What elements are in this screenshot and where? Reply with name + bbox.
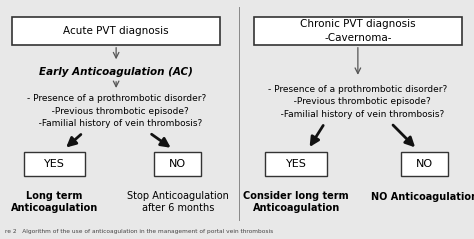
FancyBboxPatch shape: [254, 17, 462, 45]
FancyBboxPatch shape: [154, 152, 201, 176]
Text: Early Anticoagulation (AC): Early Anticoagulation (AC): [39, 67, 193, 77]
FancyBboxPatch shape: [265, 152, 327, 176]
Text: Consider long term
Anticoagulation: Consider long term Anticoagulation: [244, 191, 349, 213]
Text: NO: NO: [169, 159, 186, 169]
Text: Acute PVT diagnosis: Acute PVT diagnosis: [64, 26, 169, 36]
Text: YES: YES: [286, 159, 307, 169]
Text: - Presence of a prothrombotic disorder?
   -Previous thrombotic episode?
   -Fam: - Presence of a prothrombotic disorder? …: [27, 94, 206, 128]
Text: NO Anticoagulation: NO Anticoagulation: [371, 192, 474, 202]
FancyBboxPatch shape: [401, 152, 448, 176]
Text: - Presence of a prothrombotic disorder?
   -Previous thrombotic episode?
   -Fam: - Presence of a prothrombotic disorder? …: [268, 85, 447, 119]
Text: NO: NO: [416, 159, 433, 169]
Text: YES: YES: [44, 159, 65, 169]
FancyBboxPatch shape: [24, 152, 85, 176]
FancyBboxPatch shape: [12, 17, 220, 45]
Text: Stop Anticoagulation
after 6 months: Stop Anticoagulation after 6 months: [127, 191, 228, 213]
Text: re 2   Algorithm of the use of anticoagulation in the management of portal vein : re 2 Algorithm of the use of anticoagula…: [5, 229, 273, 234]
Text: Chronic PVT diagnosis
-Cavernoma-: Chronic PVT diagnosis -Cavernoma-: [300, 19, 416, 43]
Text: Long term
Anticoagulation: Long term Anticoagulation: [11, 191, 98, 213]
